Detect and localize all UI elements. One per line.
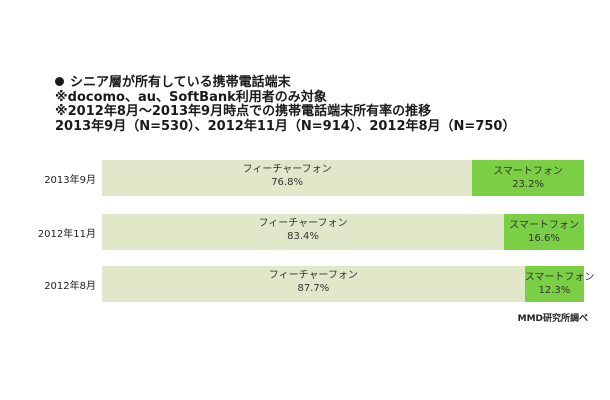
bullet-icon: [55, 77, 64, 86]
percent-label: 12.3%: [538, 285, 571, 296]
smartphone-segment: スマートフォン 12.3%: [524, 266, 595, 302]
smartphone-segment: スマートフォン 16.6%: [503, 214, 584, 250]
chart-title: シニア層が所有している携帯電話端末: [55, 75, 595, 91]
category-label: 2012年8月: [44, 281, 96, 292]
feature-phone-segment: フィーチャーフォン 76.8%: [102, 160, 473, 196]
percent-label: 76.8%: [271, 177, 303, 188]
segment-data-label: フィーチャーフォン 87.7%: [102, 269, 525, 295]
percent-label: 87.7%: [297, 283, 330, 294]
series-name-label: フィーチャーフォン: [268, 270, 358, 281]
percent-label: 16.6%: [528, 233, 560, 244]
segment-data-label: スマートフォン 23.2%: [472, 165, 584, 191]
series-name-label: スマートフォン: [509, 220, 579, 231]
chart-title-text: シニア層が所有している携帯電話端末: [70, 75, 291, 90]
carrier-note: ※docomo、au、SoftBank利用者のみ対象: [55, 89, 327, 105]
smartphone-segment: スマートフォン 23.2%: [472, 160, 584, 196]
segment-data-label: スマートフォン 12.3%: [524, 271, 595, 297]
series-name-label: スマートフォン: [524, 272, 595, 283]
chart-header: シニア層が所有している携帯電話端末 ※docomo、au、SoftBank利用者…: [55, 75, 595, 134]
segment-data-label: スマートフォン 16.6%: [504, 219, 584, 245]
source-credit: MMD研究所調べ: [517, 314, 588, 324]
segment-data-label: フィーチャーフォン 76.8%: [102, 163, 472, 189]
stacked-bar: フィーチャーフォン 87.7% スマートフォン 12.3%: [102, 266, 595, 302]
series-name-label: スマートフォン: [493, 166, 563, 177]
stacked-bar: フィーチャーフォン 83.4% スマートフォン 16.6%: [102, 214, 584, 250]
series-name-label: フィーチャーフォン: [242, 164, 332, 175]
period-note: ※2012年8月～2013年9月時点での携帯電話端末所有率の推移: [55, 104, 432, 119]
percent-label: 23.2%: [512, 179, 544, 190]
percent-label: 83.4%: [287, 231, 319, 242]
segment-data-label: フィーチャーフォン 83.4%: [102, 217, 504, 243]
series-name-label: フィーチャーフォン: [258, 218, 348, 229]
sample-size-note: 2013年9月（N=530）、2012年11月（N=914）、2012年8月（N…: [55, 118, 516, 134]
feature-phone-segment: フィーチャーフォン 83.4%: [102, 214, 504, 250]
feature-phone-segment: フィーチャーフォン 87.7%: [102, 266, 525, 302]
stacked-bar: フィーチャーフォン 76.8% スマートフォン 23.2%: [102, 160, 584, 196]
category-label: 2012年11月: [37, 229, 96, 240]
category-label: 2013年9月: [44, 175, 96, 186]
